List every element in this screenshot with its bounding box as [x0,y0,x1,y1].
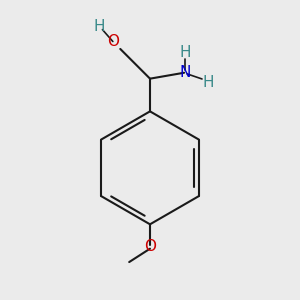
Text: H: H [93,19,105,34]
Text: H: H [202,75,214,90]
Text: O: O [144,239,156,254]
Text: N: N [180,65,191,80]
Text: H: H [180,45,191,60]
Text: O: O [107,34,119,49]
